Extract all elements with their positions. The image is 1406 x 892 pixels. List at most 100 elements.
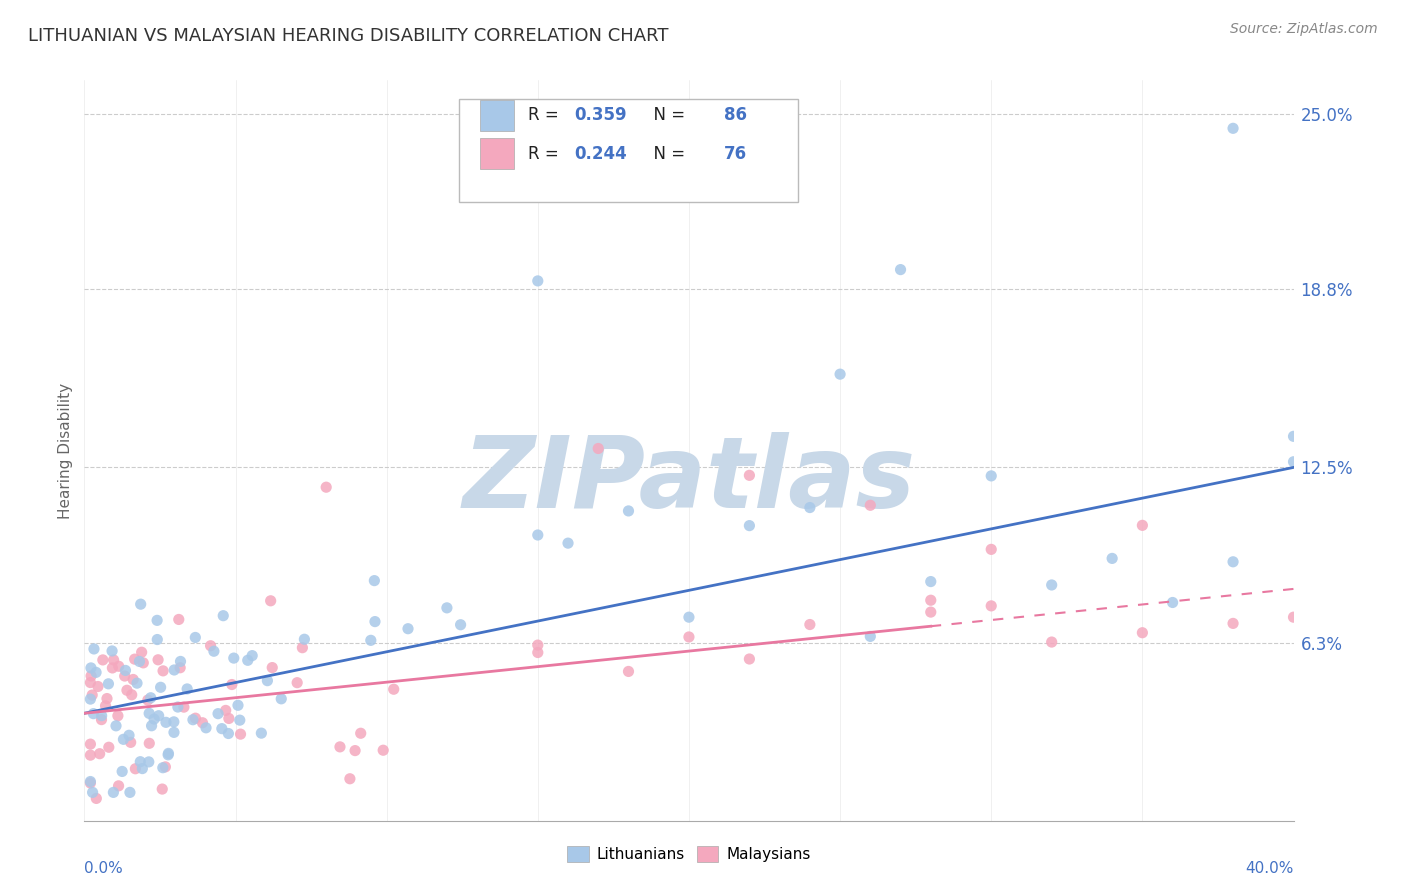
Point [920,593,942,607]
Text: N =: N = [643,106,690,124]
Point [124,762,146,776]
Point [167,612,190,626]
Point [128,655,150,669]
Point [1282,429,1305,443]
Point [84,665,107,680]
Point [1130,625,1153,640]
Text: 40.0%: 40.0% [1246,862,1294,876]
Point [120,735,142,749]
Point [79,737,101,751]
Point [96,691,118,706]
Point [184,711,207,725]
Point [173,700,195,714]
Point [344,743,367,757]
Point [148,708,170,723]
Point [118,728,141,742]
Point [101,644,124,658]
Point [738,468,761,483]
Point [114,669,136,683]
Point [181,713,204,727]
Point [112,732,135,747]
Point [292,632,315,647]
Point [97,740,120,755]
Point [136,693,159,707]
Point [617,504,640,518]
Point [111,764,134,779]
Point [124,652,146,666]
Point [87,680,110,694]
Point [738,652,761,666]
Point [83,642,105,657]
Point [200,639,222,653]
Point [155,715,177,730]
Point [980,599,1002,613]
Point [79,774,101,789]
Point [221,677,243,691]
Point [91,653,114,667]
Point [169,661,191,675]
Point [222,651,245,665]
Point [149,681,172,695]
Point [329,739,352,754]
Point [218,711,240,725]
Point [1101,551,1123,566]
Point [195,721,218,735]
Point [1222,555,1244,569]
Point [131,645,153,659]
Text: 0.359: 0.359 [574,106,627,124]
Point [115,683,138,698]
Point [212,608,235,623]
Point [1040,635,1063,649]
Text: R =: R = [529,145,564,162]
Point [163,714,186,729]
Point [315,480,337,494]
Point [1222,121,1244,136]
FancyBboxPatch shape [479,100,513,130]
Point [364,615,387,629]
Point [79,675,101,690]
Point [250,726,273,740]
Point [141,719,163,733]
Point [207,706,229,721]
Point [799,617,821,632]
Point [1161,595,1184,609]
Point [169,655,191,669]
Point [163,725,186,739]
Point [114,664,136,678]
Point [82,785,104,799]
Point [105,719,128,733]
Point [152,664,174,678]
Point [229,727,252,741]
Point [94,698,117,713]
Point [830,367,852,381]
FancyBboxPatch shape [460,99,797,202]
Point [80,669,103,683]
Point [82,688,104,702]
Point [339,772,361,786]
Point [859,629,882,643]
Point [79,748,101,763]
Point [143,712,166,726]
Point [527,638,550,652]
Point [360,633,382,648]
Point [557,536,579,550]
Text: Source: ZipAtlas.com: Source: ZipAtlas.com [1230,22,1378,37]
Point [97,677,120,691]
Text: N =: N = [643,145,690,162]
Point [163,663,186,677]
Point [211,722,233,736]
Point [527,274,550,288]
Point [139,690,162,705]
Point [80,661,103,675]
Point [155,760,177,774]
Point [157,747,180,762]
Point [262,660,284,674]
Point [382,682,405,697]
Point [121,688,143,702]
Point [131,762,153,776]
Point [90,708,112,723]
Point [191,715,214,730]
Point [146,632,169,647]
Point [167,700,190,714]
Point [107,708,129,723]
